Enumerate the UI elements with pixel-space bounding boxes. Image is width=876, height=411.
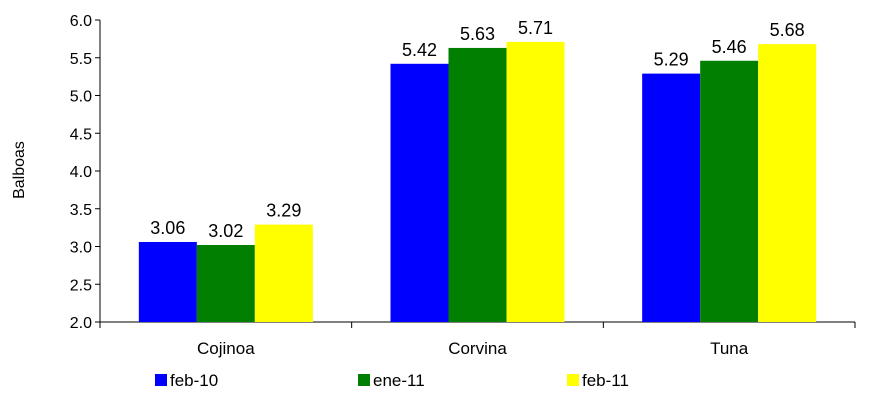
legend-swatch: [358, 374, 370, 386]
bar-feb-10-Tuna: [642, 73, 701, 322]
data-label: 5.46: [712, 37, 747, 57]
bars: [138, 41, 817, 323]
y-tick-label: 5.5: [70, 51, 92, 68]
data-label: 3.29: [266, 201, 301, 221]
y-tick-label: 5.0: [70, 89, 92, 106]
data-label: 5.29: [654, 50, 689, 70]
data-label: 5.68: [770, 20, 805, 40]
data-label: 5.63: [460, 24, 495, 44]
x-tick-label: Cojinoa: [197, 339, 255, 358]
y-tick-label: 2.5: [70, 277, 92, 294]
y-tick-label: 4.0: [70, 164, 92, 181]
data-label: 3.02: [208, 221, 243, 241]
legend: feb-10 ene-11 feb-11: [155, 371, 629, 390]
bar-feb-11-Tuna: [758, 44, 817, 322]
y-tick-label: 4.5: [70, 126, 92, 143]
data-label: 5.42: [402, 40, 437, 60]
bar-feb-10-Corvina: [390, 63, 449, 322]
bar-ene-11-Cojinoa: [196, 244, 255, 322]
x-tick-label: Tuna: [710, 339, 749, 358]
bar-ene-11-Corvina: [448, 47, 507, 323]
bar-feb-11-Cojinoa: [254, 224, 313, 322]
legend-swatch: [567, 374, 579, 386]
bar-feb-11-Corvina: [506, 41, 565, 323]
axes: 2.0 2.5 3.0 3.5 4.0 4.5 5.0 5.5 6.0 Cojinoa Corvin…: [70, 13, 856, 358]
y-axis-label: Balboas: [11, 141, 28, 199]
bar-ene-11-Tuna: [700, 60, 759, 323]
y-tick-label: 3.5: [70, 202, 92, 219]
data-label: 3.06: [150, 218, 185, 238]
data-label: 5.71: [518, 18, 553, 38]
legend-swatch: [155, 374, 167, 386]
data-labels: 3.06 3.02 3.29 5.42 5.63 5.71 5.29 5.46 5.68: [150, 18, 804, 241]
legend-label: feb-11: [582, 371, 629, 390]
x-tick-label: Corvina: [448, 339, 507, 358]
y-tick-label: 2.0: [70, 315, 92, 332]
bar-feb-10-Cojinoa: [138, 241, 197, 322]
legend-label: ene-11: [373, 371, 425, 390]
legend-label: feb-10: [170, 371, 218, 390]
y-tick-label: 3.0: [70, 240, 92, 257]
y-tick-label: 6.0: [70, 13, 92, 30]
